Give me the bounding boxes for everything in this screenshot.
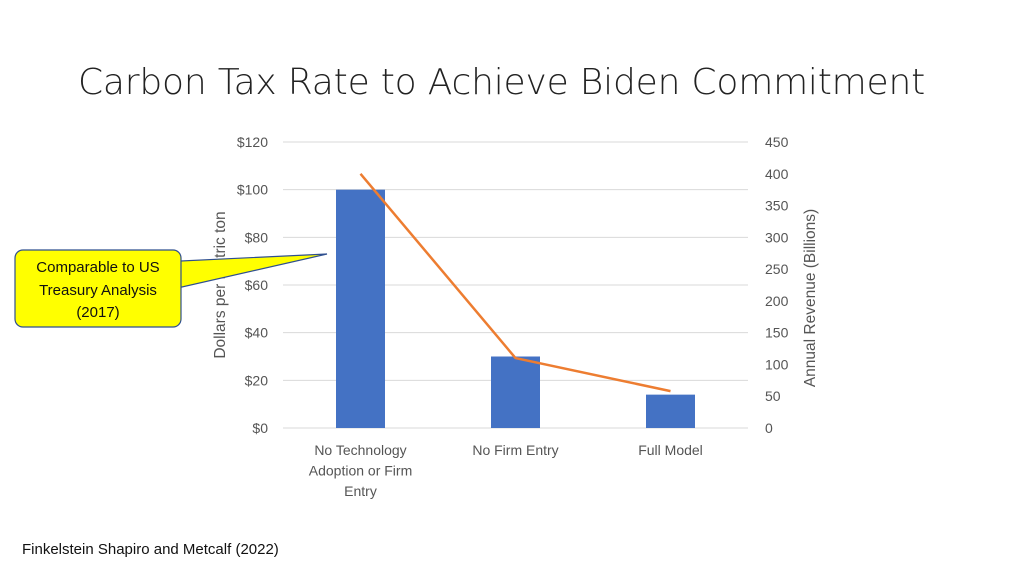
- left-tick-label: $40: [245, 325, 269, 341]
- left-tick-label: $100: [237, 182, 268, 198]
- callout-line-2: Treasury Analysis: [39, 282, 157, 299]
- right-tick-label: 250: [765, 261, 789, 277]
- right-tick-label: 450: [765, 134, 789, 150]
- left-tick-label: $20: [245, 372, 269, 388]
- bar: [336, 189, 385, 428]
- right-tick-label: 150: [765, 325, 789, 341]
- right-axis-title: Annual Revenue (Billions): [802, 209, 819, 387]
- right-tick-label: 300: [765, 229, 789, 245]
- callout-box: Comparable to US Treasury Analysis (2017…: [14, 249, 328, 328]
- right-tick-label: 400: [765, 166, 789, 182]
- left-tick-label: $0: [252, 420, 268, 436]
- left-axis-title: Dollars per metric ton: [212, 211, 229, 358]
- callout-line-3: (2017): [76, 304, 119, 321]
- bar: [491, 356, 540, 428]
- right-tick-label: 50: [765, 388, 781, 404]
- callout-pointer: [159, 253, 328, 293]
- right-tick-label: 200: [765, 293, 789, 309]
- right-axis-ticks: 0 50 100 150 200 250 300 350 400 450: [765, 134, 789, 436]
- left-axis-ticks: $0 $20 $40 $60 $80 $100 $120: [237, 134, 268, 436]
- category-labels: No Technology Adoption or Firm Entry No Fir…: [309, 442, 703, 499]
- bar-series: [336, 189, 695, 428]
- category-label: No Technology Adoption or Firm Entry: [309, 442, 412, 499]
- callout-body: [14, 249, 182, 328]
- category-label: No Firm Entry: [472, 442, 558, 458]
- right-tick-label: 100: [765, 356, 789, 372]
- callout-line-1: Comparable to US: [36, 259, 159, 276]
- bar: [646, 394, 695, 428]
- slide-title: Carbon Tax Rate to Achieve Biden Commitm…: [78, 62, 925, 103]
- left-tick-label: $120: [237, 134, 268, 150]
- line-series: [359, 172, 671, 393]
- category-label: Full Model: [638, 442, 703, 458]
- revenue-line: [359, 172, 671, 393]
- right-tick-label: 0: [765, 420, 773, 436]
- left-tick-label: $60: [245, 277, 269, 293]
- citation: Finkelstein Shapiro and Metcalf (2022): [22, 541, 279, 558]
- left-tick-label: $80: [245, 229, 269, 245]
- right-tick-label: 350: [765, 198, 789, 214]
